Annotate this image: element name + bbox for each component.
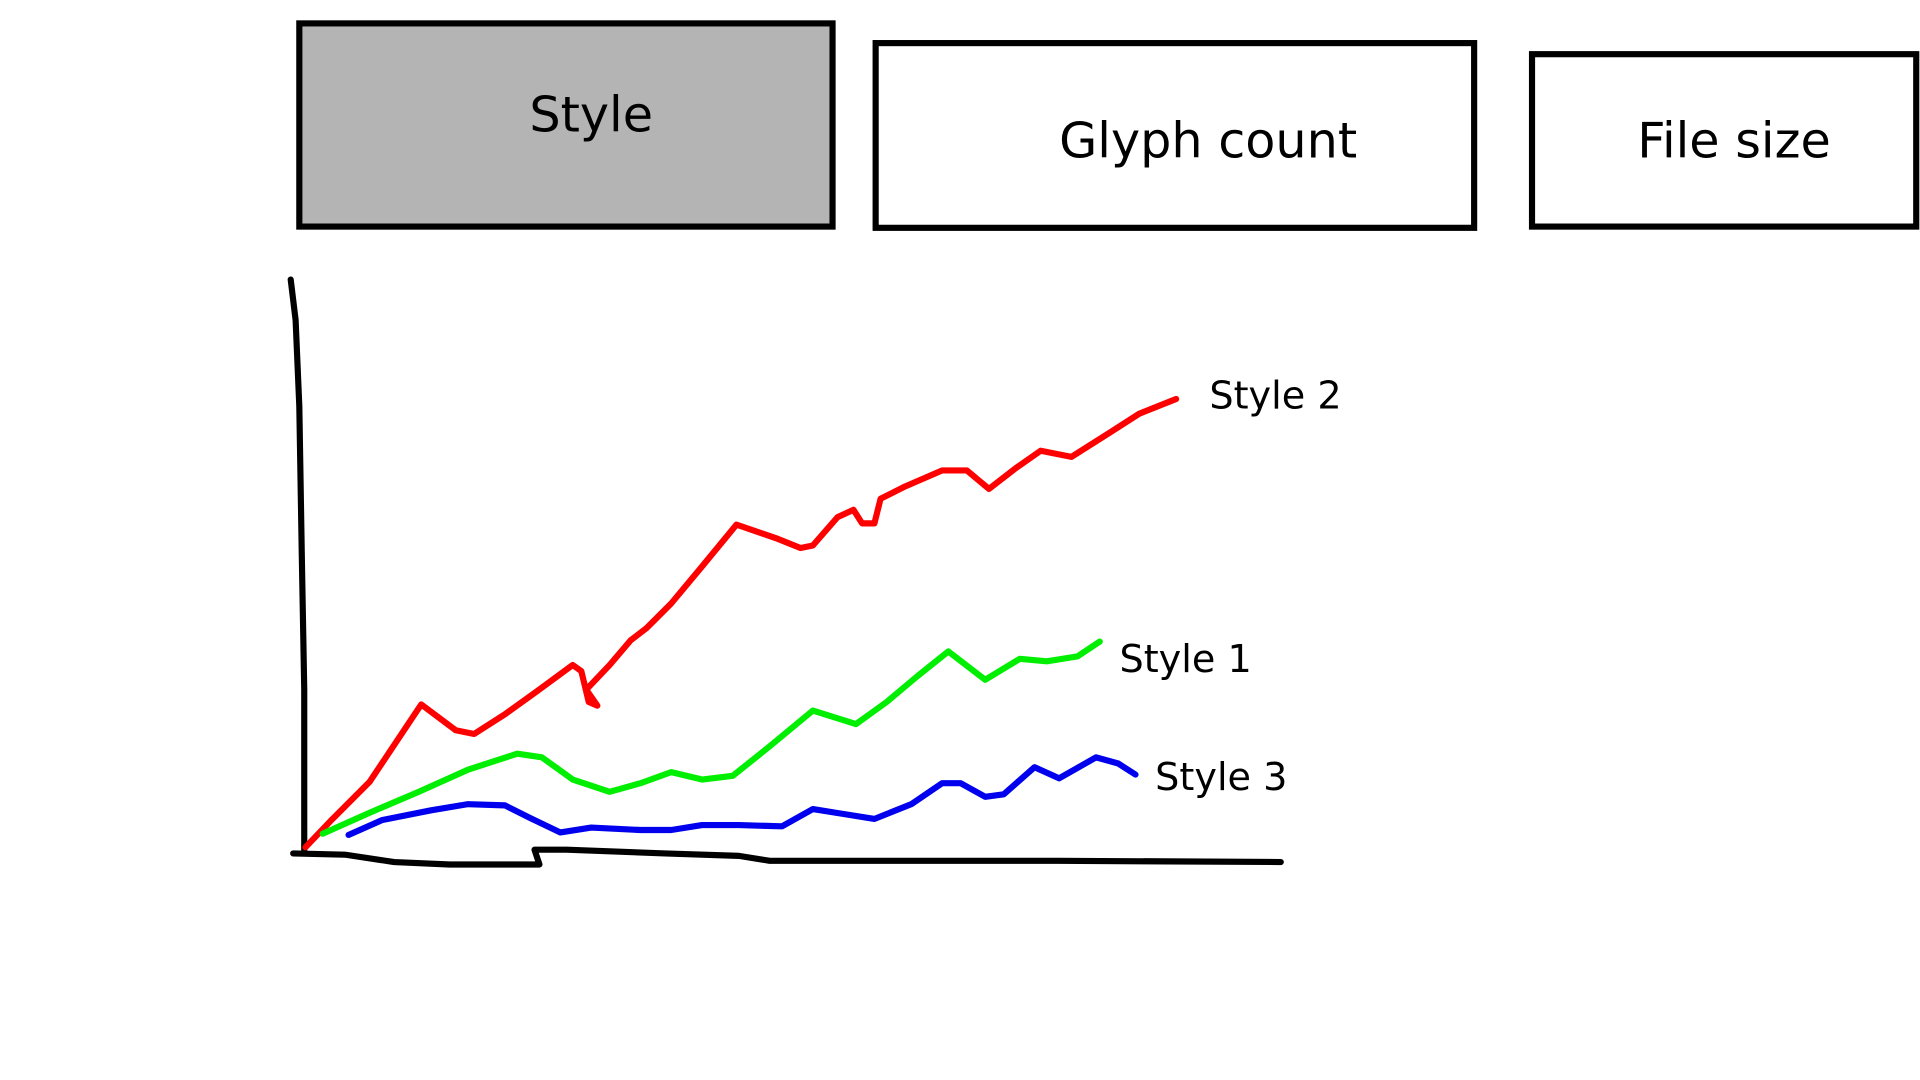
y-axis (287, 276, 308, 857)
line-style-3 (345, 754, 1139, 839)
line-style-2 (302, 395, 1180, 851)
tab[interactable]: File size (1528, 51, 1920, 230)
tab-label[interactable]: Glyph count (1059, 112, 1357, 170)
tab-box[interactable] (296, 20, 836, 230)
tab[interactable]: Style (296, 20, 836, 230)
tab-label[interactable]: Style (529, 86, 653, 144)
x-axis (290, 846, 1284, 868)
tab-label[interactable]: File size (1637, 112, 1831, 170)
series-label: Style 3 (1155, 756, 1287, 800)
tab[interactable]: Glyph count (872, 40, 1478, 231)
series-label: Style 1 (1119, 638, 1251, 682)
line-style-1 (319, 638, 1103, 837)
series-label: Style 2 (1209, 374, 1341, 418)
tab-box[interactable] (872, 40, 1478, 231)
tab-box[interactable] (1528, 51, 1920, 230)
